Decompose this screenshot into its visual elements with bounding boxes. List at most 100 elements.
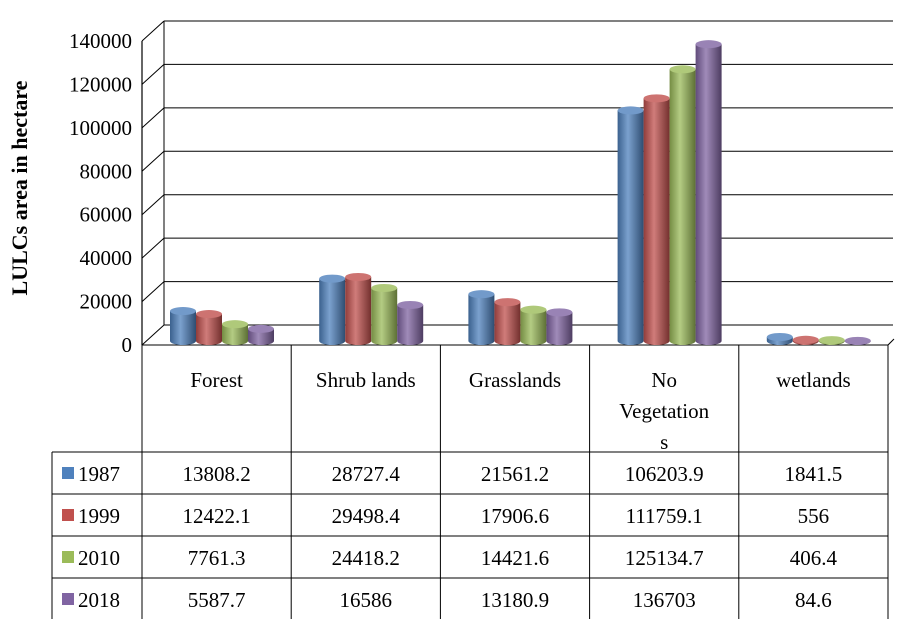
legend-key bbox=[62, 509, 74, 521]
table-cell: 28727.4 bbox=[332, 462, 401, 486]
legend-label: 2010 bbox=[78, 546, 120, 570]
bar bbox=[669, 65, 696, 346]
bar bbox=[248, 324, 274, 345]
bar-body bbox=[617, 110, 644, 345]
legend-label: 1999 bbox=[78, 504, 120, 528]
bar-top bbox=[196, 310, 222, 319]
table-cell: 29498.4 bbox=[332, 504, 401, 528]
table-cell: 13808.2 bbox=[182, 462, 250, 486]
bar-top bbox=[371, 283, 398, 292]
category-label: Forest bbox=[190, 368, 243, 392]
legend-key bbox=[62, 551, 74, 563]
bar bbox=[546, 308, 573, 345]
bar bbox=[319, 274, 346, 345]
legend-label: 2018 bbox=[78, 588, 120, 612]
table-cell: 84.6 bbox=[795, 588, 832, 612]
bar-body bbox=[319, 278, 346, 345]
bar bbox=[617, 106, 644, 345]
bar bbox=[818, 336, 845, 345]
bar bbox=[695, 40, 722, 345]
bar-top bbox=[248, 324, 274, 333]
bar-body bbox=[546, 312, 573, 345]
bar-body bbox=[494, 302, 521, 345]
bar-body bbox=[371, 287, 398, 345]
bar bbox=[643, 94, 670, 346]
legend-key bbox=[62, 467, 74, 479]
bar-top bbox=[695, 40, 722, 49]
bar-top bbox=[643, 94, 670, 103]
bar-body bbox=[468, 294, 495, 345]
gridline-perspective bbox=[141, 194, 165, 216]
gridline-perspective bbox=[141, 281, 165, 302]
bar-body bbox=[196, 314, 222, 345]
y-tick-label: 0 bbox=[122, 333, 133, 357]
bar bbox=[397, 300, 424, 345]
table-cell: 21561.2 bbox=[481, 462, 549, 486]
bar bbox=[170, 307, 196, 345]
table-cell: 136703 bbox=[633, 588, 696, 612]
bar-top bbox=[669, 65, 696, 74]
bar-top bbox=[546, 308, 573, 317]
bar-body bbox=[397, 304, 424, 345]
bar-body bbox=[248, 328, 274, 345]
bar-top bbox=[617, 106, 644, 115]
gridline-perspective bbox=[141, 150, 165, 172]
table-cell: 125134.7 bbox=[625, 546, 704, 570]
bar bbox=[844, 336, 871, 345]
bar-top bbox=[520, 305, 547, 314]
table-cell: 111759.1 bbox=[626, 504, 703, 528]
category-label: wetlands bbox=[776, 368, 851, 392]
y-tick-label: 80000 bbox=[80, 159, 133, 183]
table-cell: 406.4 bbox=[790, 546, 838, 570]
table-cell: 7761.3 bbox=[188, 546, 246, 570]
bar bbox=[520, 305, 547, 345]
bar-top bbox=[494, 298, 521, 307]
bar-top bbox=[766, 333, 793, 342]
bar bbox=[222, 320, 248, 345]
y-tick-label: 60000 bbox=[80, 203, 133, 227]
y-axis-ticks: 0 20000 40000 60000 80000 100000 120000 140000 bbox=[69, 29, 132, 357]
y-tick-label: 40000 bbox=[80, 246, 133, 270]
table-cell: 12422.1 bbox=[182, 504, 250, 528]
bar-top bbox=[792, 335, 819, 344]
bar-top bbox=[345, 272, 372, 281]
y-tick-label: 140000 bbox=[69, 29, 132, 53]
category-label: No bbox=[651, 368, 677, 392]
bar-top bbox=[844, 336, 871, 345]
bar bbox=[468, 290, 495, 345]
table-cell: 14421.6 bbox=[481, 546, 549, 570]
y-tick-label: 120000 bbox=[69, 72, 132, 96]
bar-top bbox=[468, 290, 495, 299]
table-cell: 106203.9 bbox=[625, 462, 704, 486]
legend-label: 1987 bbox=[78, 462, 120, 486]
bar bbox=[196, 310, 222, 345]
bar-top bbox=[397, 300, 424, 309]
bar-body bbox=[695, 44, 722, 345]
bar bbox=[494, 298, 521, 345]
bar-top bbox=[319, 274, 346, 283]
bar-body bbox=[170, 311, 196, 345]
bar-body bbox=[643, 98, 670, 346]
gridline-perspective bbox=[141, 107, 165, 129]
gridline-perspective bbox=[141, 237, 165, 259]
data-table: Forest Shrub lands Grasslands No Vegetation s… bbox=[51, 345, 889, 621]
gridlines bbox=[141, 20, 895, 346]
bar bbox=[792, 335, 819, 345]
gridline-perspective bbox=[141, 64, 165, 85]
bar-top bbox=[170, 307, 196, 316]
bar bbox=[345, 272, 372, 345]
bar-body bbox=[520, 309, 547, 345]
table-cell: 13180.9 bbox=[481, 588, 549, 612]
category-label: Grasslands bbox=[469, 368, 561, 392]
bar-body bbox=[669, 69, 696, 346]
y-tick-label: 100000 bbox=[69, 116, 132, 140]
table-cell: 556 bbox=[798, 504, 830, 528]
gridline-perspective bbox=[141, 324, 165, 346]
table-cell: 1841.5 bbox=[785, 462, 843, 486]
category-label: Vegetation bbox=[619, 399, 709, 423]
table-cell: 16586 bbox=[340, 588, 393, 612]
bar-body bbox=[222, 324, 248, 345]
y-tick-label: 20000 bbox=[80, 290, 133, 314]
table-cell: 24418.2 bbox=[332, 546, 400, 570]
